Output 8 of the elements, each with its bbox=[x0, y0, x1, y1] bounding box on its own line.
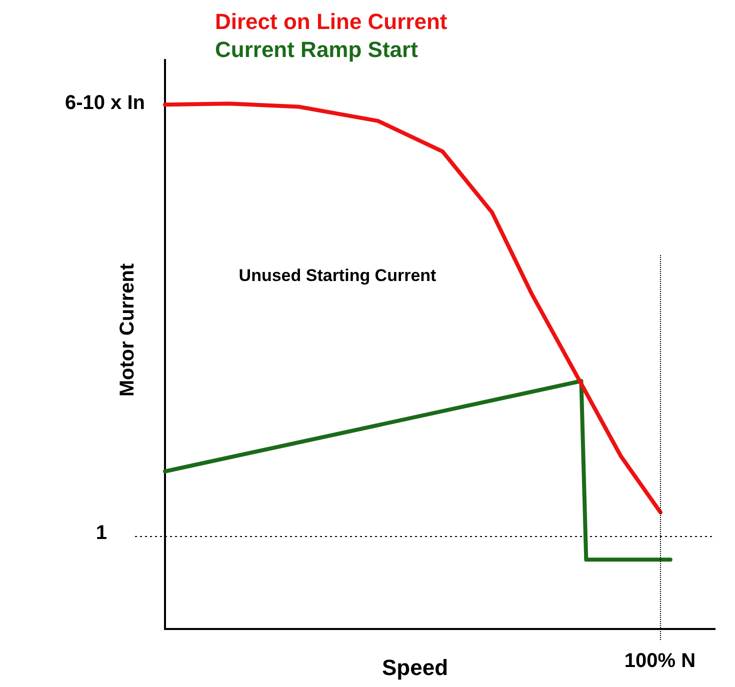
text: 6-10 x In bbox=[64, 92, 145, 115]
text: Direct on Line Current bbox=[215, 8, 448, 36]
x-axis-title: Speed bbox=[382, 655, 448, 681]
annotation: Unused Starting Current bbox=[238, 265, 438, 287]
text: 100% N bbox=[624, 650, 696, 673]
text: 1 bbox=[96, 522, 107, 545]
y-axis-title: Motor Current bbox=[116, 263, 140, 397]
text: Current Ramp Start bbox=[215, 36, 419, 64]
